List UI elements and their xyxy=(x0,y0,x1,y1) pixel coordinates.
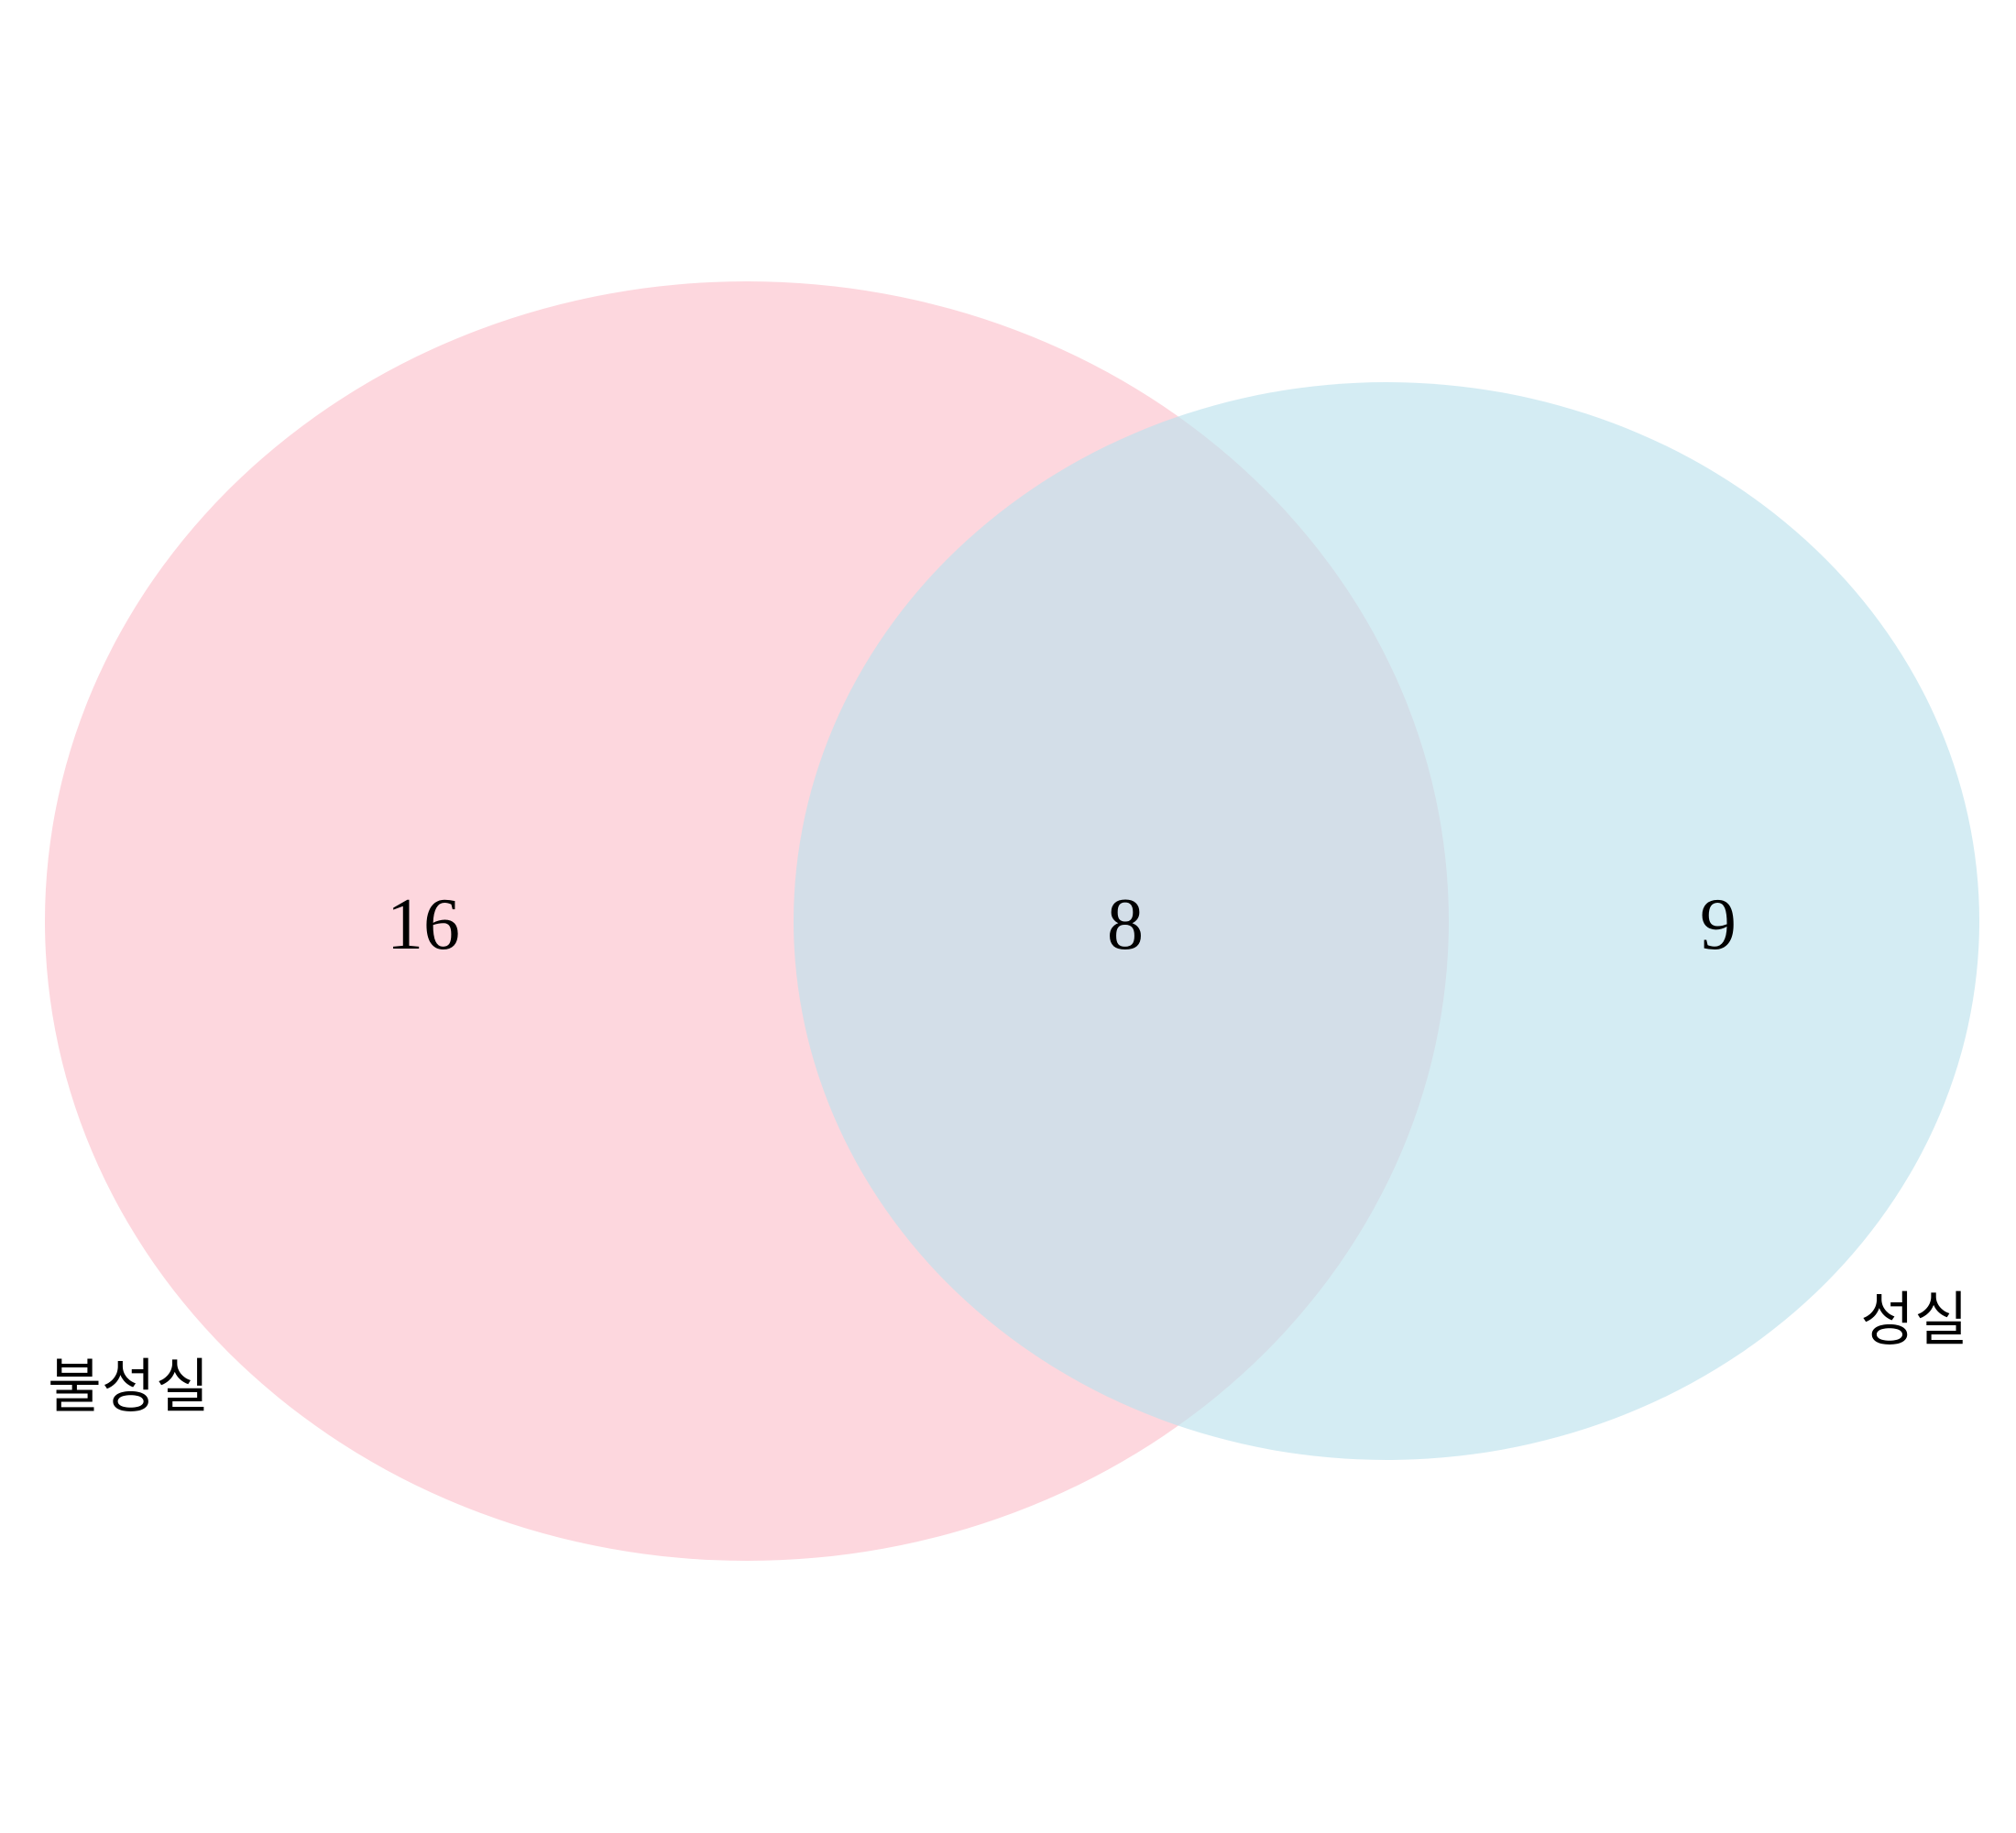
region-count-left-only: 16 xyxy=(387,884,460,965)
set-label-right: 성실 xyxy=(1860,1287,1968,1355)
set-ellipse-right xyxy=(794,382,1979,1460)
region-count-right-only: 9 xyxy=(1700,884,1737,965)
region-count-intersection: 8 xyxy=(1107,884,1144,965)
set-label-left: 불성실 xyxy=(48,1354,210,1421)
